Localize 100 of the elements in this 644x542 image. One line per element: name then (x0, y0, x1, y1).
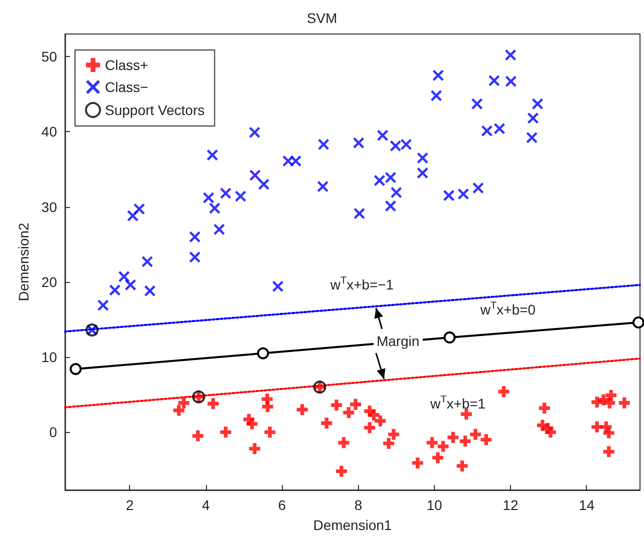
annotation: w$^{T}$x+b=−1 (330, 276, 394, 292)
x-axis-title: Demension1 (313, 517, 392, 533)
point (385, 172, 396, 183)
point (336, 466, 347, 477)
point (604, 397, 616, 408)
point (350, 398, 362, 410)
point (354, 208, 365, 220)
point (374, 174, 386, 186)
point (249, 443, 260, 454)
point (173, 404, 184, 416)
y-tick-label: 50 (41, 48, 58, 65)
point (456, 460, 468, 472)
chart-title: SVM (306, 10, 338, 26)
point (498, 386, 510, 398)
x-tick-label: 14 (578, 497, 595, 513)
point (296, 404, 308, 416)
point (70, 363, 82, 376)
point (192, 430, 204, 442)
point (443, 190, 454, 202)
point (412, 457, 424, 468)
point (494, 123, 505, 134)
point (209, 202, 220, 214)
point (430, 90, 442, 102)
point (532, 98, 544, 110)
point (144, 285, 156, 296)
annotation: w$^{T}$x+b=0 (480, 300, 536, 318)
point (481, 125, 492, 136)
point (460, 436, 471, 447)
point (189, 231, 200, 242)
point (448, 432, 459, 443)
point (353, 137, 364, 148)
point (432, 70, 444, 81)
point (142, 256, 153, 268)
x-tick-label: 12 (502, 497, 519, 513)
point (124, 279, 136, 290)
point (257, 347, 270, 360)
point (220, 188, 232, 199)
point (318, 138, 330, 150)
y-tick-label: 40 (41, 124, 58, 140)
point (591, 421, 602, 432)
point (178, 397, 190, 408)
point (388, 428, 400, 440)
point (203, 192, 214, 204)
point (527, 112, 538, 124)
point (438, 440, 449, 452)
point (488, 75, 500, 86)
point (317, 181, 328, 192)
point (390, 187, 402, 198)
point (432, 452, 444, 464)
point (618, 397, 630, 408)
point (264, 426, 276, 438)
point (290, 155, 302, 166)
point (426, 437, 438, 448)
point (134, 204, 145, 215)
x-tick-label: 10 (426, 497, 442, 513)
point (472, 98, 483, 110)
point (458, 188, 469, 200)
point (109, 284, 120, 296)
point (470, 428, 481, 440)
point (343, 407, 354, 418)
point (505, 50, 516, 61)
point (377, 130, 388, 141)
annotation: Margin (374, 332, 422, 350)
legend-label: Class+ (105, 57, 148, 73)
point (368, 409, 380, 420)
point (250, 170, 261, 181)
point (246, 418, 258, 430)
point (374, 415, 386, 426)
x-tick-label: 2 (126, 497, 134, 513)
point (603, 446, 614, 458)
x-tick-label: 6 (278, 497, 286, 513)
point (460, 408, 472, 420)
x-tick-label: 4 (202, 497, 210, 513)
point (390, 140, 402, 152)
point (249, 126, 260, 138)
point (526, 132, 538, 144)
point (338, 437, 350, 448)
y-axis-title: Demension2 (16, 222, 32, 302)
y-tick-label: 10 (41, 349, 58, 366)
point (505, 76, 516, 87)
point (206, 149, 218, 160)
x-tick-label: 8 (354, 497, 362, 513)
point (220, 426, 232, 438)
point (480, 434, 492, 446)
point (400, 138, 412, 150)
point (331, 400, 342, 411)
point (272, 280, 284, 292)
point (385, 200, 396, 212)
point (417, 152, 428, 164)
point (632, 316, 644, 328)
point (208, 398, 219, 410)
point (364, 422, 376, 434)
point (444, 332, 456, 344)
y-tick-label: 20 (41, 274, 58, 290)
annotation: w$^{T}$x+b=1 (430, 394, 486, 412)
legend-label: Class− (105, 79, 148, 95)
point (603, 427, 614, 438)
point (189, 252, 200, 263)
point (417, 167, 428, 178)
point (538, 402, 550, 414)
